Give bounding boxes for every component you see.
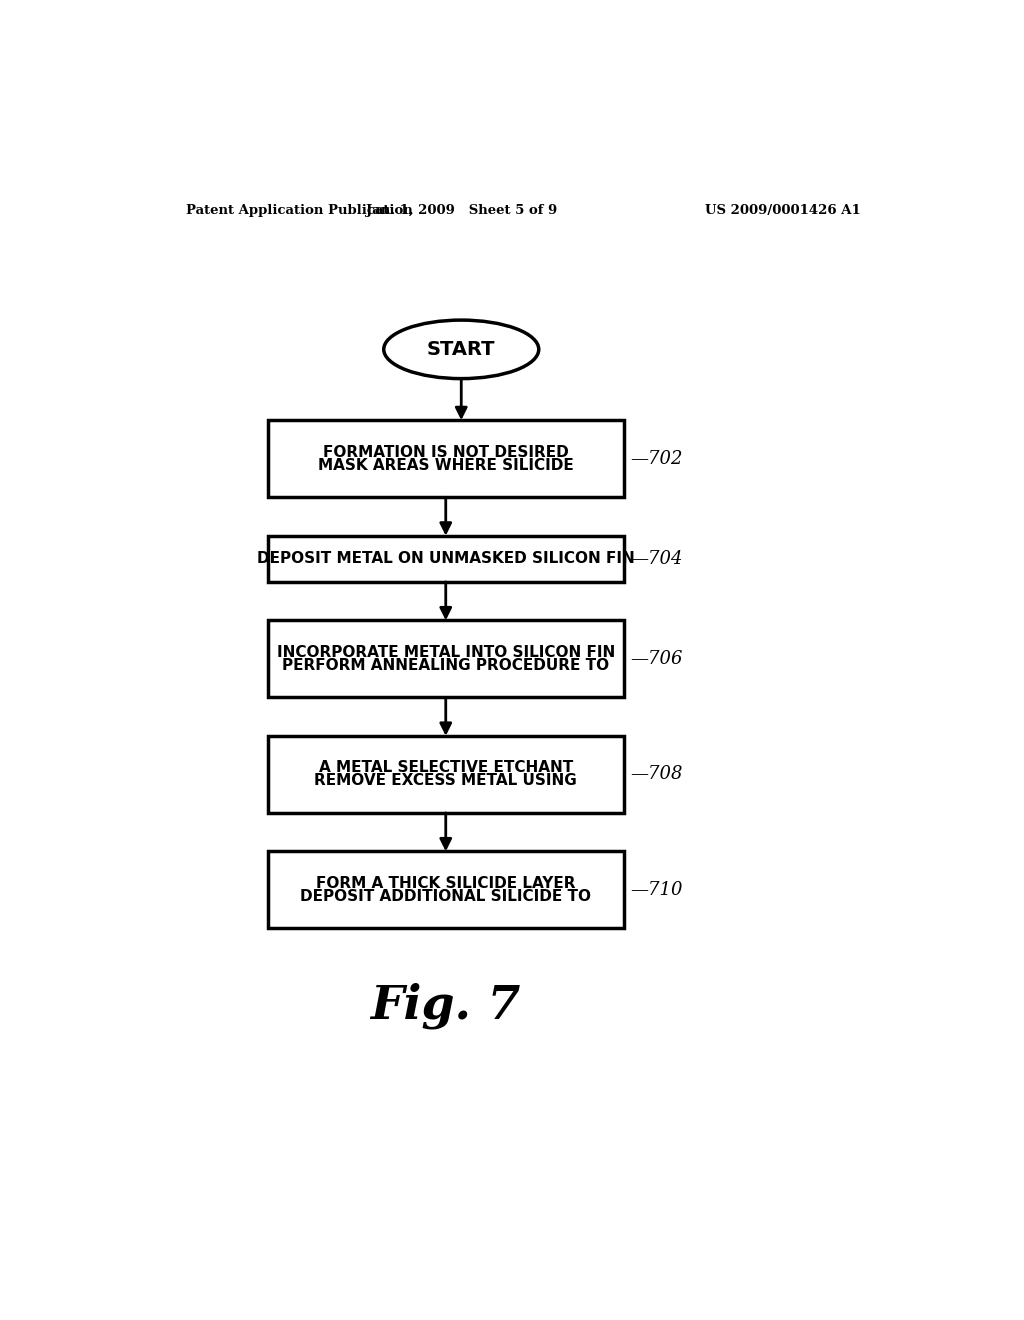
Text: REMOVE EXCESS METAL USING: REMOVE EXCESS METAL USING bbox=[314, 774, 578, 788]
Text: INCORPORATE METAL INTO SILICON FIN: INCORPORATE METAL INTO SILICON FIN bbox=[276, 645, 614, 660]
Text: MASK AREAS WHERE SILICIDE: MASK AREAS WHERE SILICIDE bbox=[317, 458, 573, 473]
Text: Fig. 7: Fig. 7 bbox=[371, 982, 521, 1028]
Text: PERFORM ANNEALING PROCEDURE TO: PERFORM ANNEALING PROCEDURE TO bbox=[283, 657, 609, 673]
Text: —704: —704 bbox=[630, 550, 683, 568]
Bar bbox=[267, 420, 624, 498]
Text: DEPOSIT METAL ON UNMASKED SILICON FIN: DEPOSIT METAL ON UNMASKED SILICON FIN bbox=[257, 552, 635, 566]
Text: US 2009/0001426 A1: US 2009/0001426 A1 bbox=[705, 205, 860, 218]
Text: Patent Application Publication: Patent Application Publication bbox=[186, 205, 413, 218]
Bar bbox=[267, 737, 624, 813]
Ellipse shape bbox=[384, 321, 539, 379]
Text: Jan. 1, 2009   Sheet 5 of 9: Jan. 1, 2009 Sheet 5 of 9 bbox=[366, 205, 557, 218]
Text: —702: —702 bbox=[630, 450, 683, 467]
Bar bbox=[267, 620, 624, 697]
Text: DEPOSIT ADDITIONAL SILICIDE TO: DEPOSIT ADDITIONAL SILICIDE TO bbox=[300, 888, 591, 904]
Text: —708: —708 bbox=[630, 766, 683, 783]
Text: START: START bbox=[427, 339, 496, 359]
Text: —710: —710 bbox=[630, 880, 683, 899]
Text: A METAL SELECTIVE ETCHANT: A METAL SELECTIVE ETCHANT bbox=[318, 760, 572, 775]
Text: FORMATION IS NOT DESIRED: FORMATION IS NOT DESIRED bbox=[323, 445, 568, 459]
Text: FORM A THICK SILICIDE LAYER: FORM A THICK SILICIDE LAYER bbox=[316, 876, 575, 891]
Bar bbox=[267, 851, 624, 928]
Text: —706: —706 bbox=[630, 649, 683, 668]
Bar bbox=[267, 536, 624, 582]
